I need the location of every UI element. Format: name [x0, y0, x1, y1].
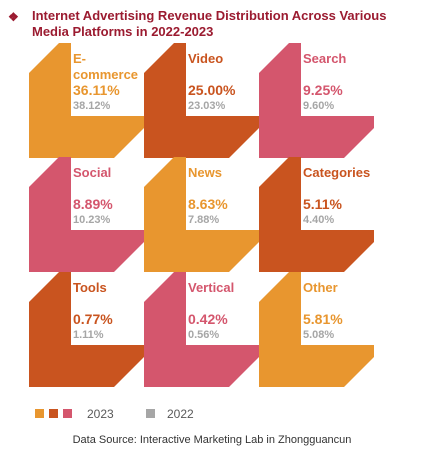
tile-shape — [29, 43, 144, 158]
legend-swatch-2022 — [146, 409, 155, 418]
tile-shape — [144, 43, 259, 158]
share-2023-value: 5.11% — [303, 196, 342, 212]
share-2023-value: 25.00% — [188, 82, 236, 98]
tile-chevron-shape — [29, 157, 144, 272]
share-2023-value: 8.63% — [188, 196, 228, 212]
tile-chevron-shape — [144, 272, 259, 387]
legend-swatch-2023-pink — [63, 409, 72, 418]
data-source-note: Data Source: Interactive Marketing Lab i… — [72, 434, 352, 446]
platform-name: Other — [303, 280, 338, 295]
share-2023-value: 36.11% — [73, 82, 120, 98]
tile-shape — [259, 272, 374, 387]
share-2023-value: 8.89% — [73, 196, 113, 212]
platform-name: Social — [73, 165, 112, 180]
platform-name: Video — [188, 51, 224, 66]
legend-label-2022: 2022 — [167, 407, 194, 421]
platform-name: Tools — [73, 280, 107, 295]
platform-tile: Other 5.81% 5.08% — [259, 272, 374, 387]
platform-tile: Tools 0.77% 1.11% — [29, 272, 144, 387]
tile-shape — [144, 272, 259, 387]
share-2023-value: 5.81% — [303, 311, 343, 327]
platform-tile: Social 8.89% 10.23% — [29, 157, 144, 272]
platform-name: News — [188, 165, 222, 180]
platform-name: E-commerce — [73, 51, 139, 82]
platform-tile: Search 9.25% 9.60% — [259, 43, 374, 158]
legend-swatch-2023-orange — [35, 409, 44, 418]
platform-name: Search — [303, 51, 347, 66]
tile-chevron-shape — [29, 272, 144, 387]
share-2022-value: 23.03% — [188, 100, 226, 112]
platform-name: Vertical — [188, 280, 235, 295]
legend-label-2023: 2023 — [87, 407, 114, 421]
platform-tile: Video 25.00% 23.03% — [144, 43, 259, 158]
share-2022-value: 10.23% — [73, 214, 111, 226]
platform-tile: E-commerce 36.11% 38.12% — [29, 43, 144, 158]
share-2022-value: 7.88% — [188, 214, 220, 226]
share-2023-value: 0.77% — [73, 311, 113, 327]
tile-chevron-shape — [259, 157, 374, 272]
share-2023-value: 0.42% — [188, 311, 228, 327]
tile-shape — [144, 157, 259, 272]
chart-title: Internet Advertising Revenue Distributio… — [32, 8, 387, 39]
tile-shape — [259, 157, 374, 272]
legend-swatch-2023-rust — [49, 409, 58, 418]
platform-tile: Vertical 0.42% 0.56% — [144, 272, 259, 387]
legend: 2023 2022 — [35, 407, 395, 423]
tile-chevron-shape — [259, 43, 374, 158]
tile-chevron-shape — [144, 157, 259, 272]
platform-tile: Categories 5.11% 4.40% — [259, 157, 374, 272]
share-2022-value: 0.56% — [188, 329, 220, 341]
tile-chevron-shape — [259, 272, 374, 387]
tile-shape — [259, 43, 374, 158]
share-2022-value: 5.08% — [303, 329, 335, 341]
tile-chevron-shape — [29, 43, 144, 158]
share-2022-value: 38.12% — [73, 100, 111, 112]
tile-shape — [29, 157, 144, 272]
tile-chevron-shape — [144, 43, 259, 158]
platform-name: Categories — [303, 165, 371, 180]
tile-shape — [29, 272, 144, 387]
platform-tile: News 8.63% 7.88% — [144, 157, 259, 272]
diamond-bullet-icon: ❖ — [8, 10, 19, 24]
share-2023-value: 9.25% — [303, 82, 343, 98]
share-2022-value: 9.60% — [303, 100, 335, 112]
share-2022-value: 4.40% — [303, 214, 335, 226]
share-2022-value: 1.11% — [73, 329, 104, 341]
